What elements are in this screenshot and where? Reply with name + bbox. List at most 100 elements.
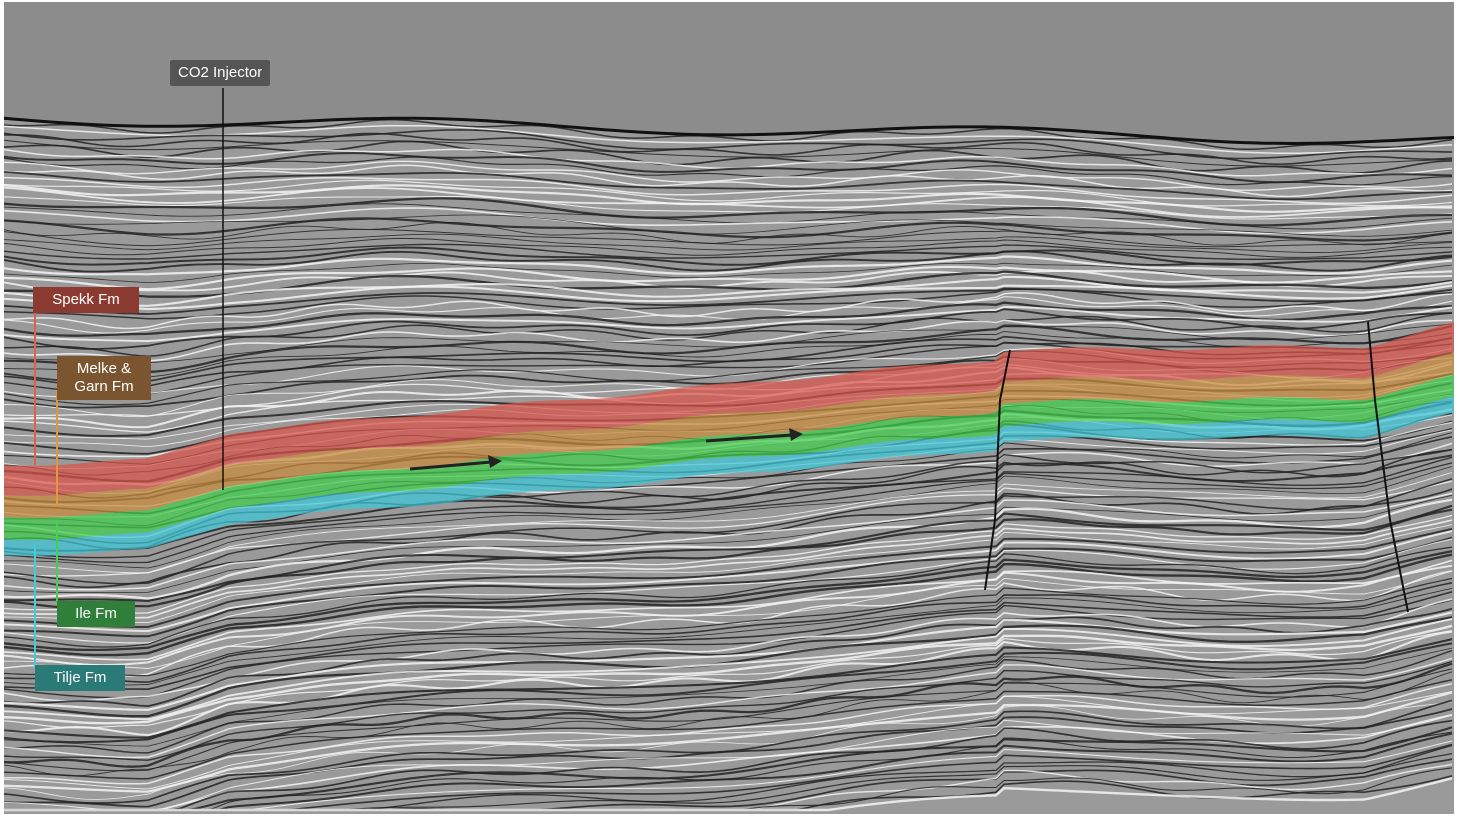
seismic-reflector [3,508,1453,609]
seismic-reflector [3,284,1453,311]
seismic-reflector [3,275,1453,307]
seismic-reflector [3,599,1453,699]
ile-band [4,374,1454,540]
formation-bands [4,322,1454,556]
seismic-reflector [3,243,1453,260]
seismic-reflector [3,164,1453,198]
seismic-reflector [3,319,1453,362]
co2-injector-label: CO2 Injector [170,60,271,86]
seismic-reflector [3,255,1453,276]
ile-fm-label: Ile Fm [57,601,135,627]
seismic-reflector [3,196,1453,220]
fault-lines [984,321,1409,613]
seismic-reflector [3,203,1453,230]
flow-arrow [705,433,793,443]
seismic-reflector [3,221,1453,246]
seismic-reflector [3,582,1453,683]
seismic-reflector [3,478,1453,585]
seismic-reflector [3,642,1453,744]
seismic-reflector [3,306,1453,343]
seismic-reflector [3,124,1453,155]
seismic-reflector [3,179,1453,207]
seismic-reflector [3,296,1453,334]
seismic-reflector [3,714,1453,811]
seismic-reflector [3,668,1453,772]
seismic-reflector [3,630,1453,729]
seismic-reflector [4,719,1453,811]
seismic-reflector [3,607,1453,708]
seismic-reflector [3,331,1453,378]
seismic-reflector [3,524,1453,624]
seismic-reflector [3,691,1453,790]
seismic-reflector [4,777,1453,812]
seismic-reflector [3,186,1453,218]
seismic-reflector [3,660,1453,761]
seismic-reflector [3,617,1453,721]
tilje-band [4,396,1454,556]
seismic-reflector [3,611,1453,711]
seismic-reflector [3,587,1453,686]
melke-garn-fm-label: Melke & Garn Fm [57,356,151,400]
seismic-reflector [3,184,1453,213]
seismic-reflector [3,701,1453,800]
seismic-reflector [3,514,1453,614]
seismic-reflector [3,214,1453,237]
seismic-reflector [3,591,1453,691]
seismic-reflector [4,649,1453,754]
seismic-reflector [3,550,1453,652]
seismic-reflector [3,624,1453,725]
seismic-reflector [3,312,1453,358]
seismic-reflector [3,708,1453,808]
seismic-reflector [3,466,1453,569]
seismic-reflector [3,118,1453,150]
seismic-reflector [3,228,1453,248]
seismic-reflector [3,498,1453,600]
seismic-reflector [3,269,1453,293]
seismic-reflector [3,657,1453,759]
flow-arrows [409,428,803,471]
seismic-reflector [3,301,1453,337]
seismic-reflector [4,570,1453,669]
seismic-reflector [4,732,1453,811]
seismic-reflector [3,472,1453,574]
seismic-reflector [3,530,1453,633]
seismic-reflector [3,176,1453,205]
seismic-reflector [3,462,1453,564]
spekk-fm-label: Spekk Fm [33,287,139,313]
seismic-reflector [3,156,1453,186]
flow-arrow [409,460,493,471]
seismic-reflector [3,171,1453,201]
seismic-reflector [3,638,1453,739]
melke-garn-band [4,352,1454,518]
seismic-reflector [3,324,1453,374]
seismic-reflector [3,456,1453,559]
seismic-reflector [3,492,1453,591]
tilje-fm-label: Tilje Fm [35,665,125,691]
seismic-reflector [3,630,1453,737]
seismic-reflector [3,679,1453,780]
seismic-reflector [3,577,1453,677]
seismic-reflector [3,129,1453,160]
seismic-reflector [3,519,1453,619]
seismic-reflector [3,494,1453,593]
fault-line [1367,321,1409,613]
seismic-reflector [3,217,1453,242]
seismic-reflector [3,152,1453,184]
arrow-head-icon [488,455,502,468]
seismic-reflector [3,237,1453,258]
seismic-reflector [3,536,1453,638]
seismic-reflector [3,288,1453,320]
seismic-reflector [3,132,1453,166]
seismic-reflector [3,265,1453,291]
seismic-reflector [3,559,1453,661]
seismic-reflector [3,323,1453,364]
seismic-reflector [3,287,1453,315]
seismic-reflector [3,480,1453,577]
seismic-reflector [3,647,1453,747]
fault-line [984,349,1011,591]
seismic-reflector [3,292,1453,330]
spekk-band [4,322,1454,496]
seismic-reflector [3,233,1453,253]
seismic-reflector [3,262,1453,283]
